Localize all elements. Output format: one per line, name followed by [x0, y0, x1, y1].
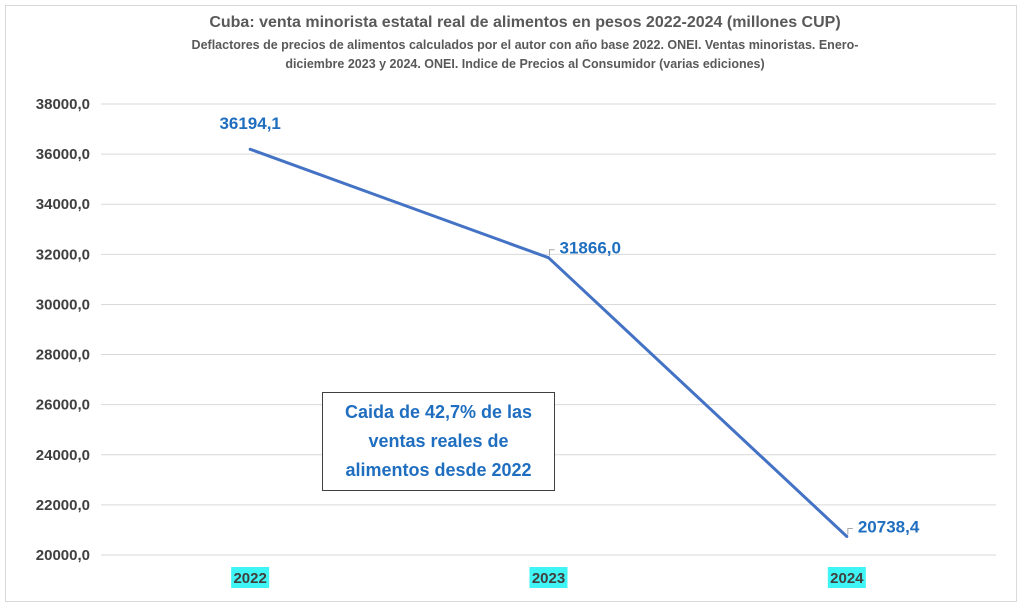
y-tick-label: 20000,0: [36, 547, 90, 564]
x-axis-ticks: 2022 2023 2024: [231, 567, 866, 588]
data-labels: 36194,1 31866,0 20738,4: [219, 114, 919, 536]
x-tick-label: 2022: [233, 570, 266, 587]
y-tick-label: 32000,0: [36, 246, 90, 263]
data-label: 36194,1: [219, 114, 280, 133]
y-tick-label: 26000,0: [36, 397, 90, 414]
y-tick-label: 28000,0: [36, 347, 90, 364]
category-highlight: [529, 567, 568, 588]
category-highlight: [827, 567, 866, 588]
y-tick-label: 22000,0: [36, 497, 90, 514]
y-axis-ticks: 20000,0 22000,0 24000,0 26000,0 28000,0 30000…: [36, 96, 90, 564]
annotation-box: Caida de 42,7% de las ventas reales de a…: [322, 392, 555, 491]
series-line-group: [248, 147, 849, 538]
y-tick-label: 30000,0: [36, 296, 90, 313]
chart-title: Cuba: venta minorista estatal real de al…: [209, 14, 840, 31]
y-tick-label: 36000,0: [36, 146, 90, 163]
data-point: [845, 534, 849, 538]
data-label-leader: [847, 527, 853, 535]
chart-subtitle-line1: Deflactores de precios de alimentos calc…: [192, 38, 859, 52]
chart-subtitle-line2: diciembre 2023 y 2024. ONEI. Indice de P…: [285, 57, 764, 71]
x-tick-label: 2023: [532, 570, 565, 587]
data-point: [248, 147, 252, 151]
data-point: [547, 256, 550, 260]
y-tick-label: 34000,0: [36, 196, 90, 213]
gridlines: [101, 103, 996, 556]
y-tick-label: 38000,0: [36, 96, 90, 113]
data-label-leader: [549, 249, 555, 256]
x-tick-label: 2024: [830, 570, 864, 587]
category-highlight: [231, 567, 270, 588]
data-label: 31866,0: [560, 239, 621, 258]
data-label: 20738,4: [858, 517, 920, 536]
y-tick-label: 24000,0: [36, 447, 90, 464]
